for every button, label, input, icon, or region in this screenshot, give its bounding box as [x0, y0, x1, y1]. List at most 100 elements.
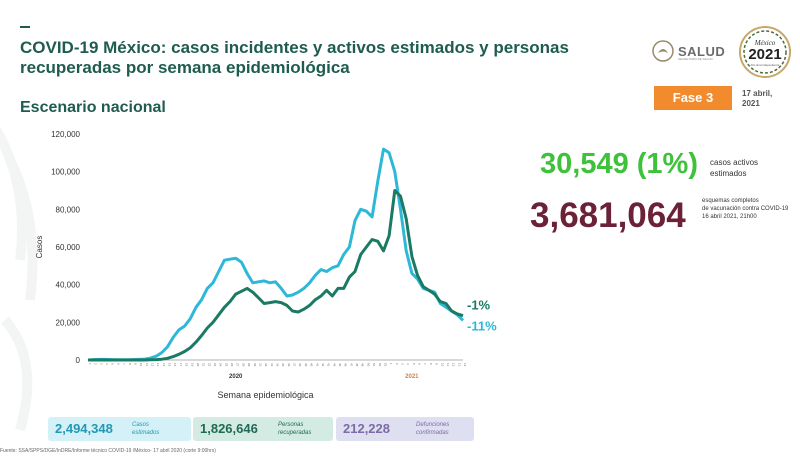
x-tick-label: 1: [389, 363, 393, 365]
x-tick-label: 24: [219, 363, 223, 367]
cases-line-chart: 0 20,000 40,000 60,000 80,000 100,000 120,000 C…: [35, 130, 497, 400]
x-tick-label: 4: [105, 363, 109, 365]
deaths-label: Defunciones confirmadas: [416, 421, 449, 437]
y-tick-label: 80,000: [56, 205, 81, 214]
y-axis-label: Casos: [35, 236, 44, 259]
estimated-cases-label-line: Casos: [132, 422, 150, 428]
x-tick-label: 1: [88, 363, 92, 365]
active-cases-label: casos activos estimados: [710, 157, 770, 179]
x-tick-label: 14: [162, 363, 166, 367]
recovered-label-line: Personas: [278, 422, 304, 428]
x-tick-label: 23: [213, 363, 217, 367]
y-tick-label: 0: [76, 356, 81, 365]
x-tick-label: 5: [111, 363, 115, 365]
salud-logo-subtext: SECRETARÍA DE SALUD: [678, 57, 713, 61]
x-tick-label: 2: [395, 363, 399, 365]
page-title: COVID-19 México: casos incidentes y acti…: [20, 38, 569, 77]
x-tick-label: 11: [145, 363, 149, 366]
x-tick-label: 7: [122, 363, 126, 365]
x-tick-label: 35: [281, 363, 285, 367]
vaccination-label-line: de vacunación contra COVID-19: [702, 206, 789, 212]
recovered-box: 1,826,646 Personas recuperadas: [193, 417, 333, 441]
mexico-2021-logo: México 2021 Año de la Independencia: [739, 26, 791, 78]
x-tick-label: 33: [270, 363, 274, 367]
x-tick-label: 3: [99, 363, 103, 365]
x-tick-label: 26: [230, 363, 234, 367]
recovered-label-line: recuperadas: [278, 430, 312, 436]
y-tick-label: 20,000: [56, 318, 81, 327]
x-tick-label: 4: [406, 363, 410, 365]
x-tick-label: 8: [128, 363, 132, 365]
x-tick-label: 21: [202, 363, 206, 367]
x-tick-label: 9: [435, 363, 439, 365]
x-tick-label: 10: [440, 363, 444, 367]
x-tick-label: 20: [196, 363, 200, 367]
x-tick-label: 2: [94, 363, 98, 365]
report-date-line: 2021: [742, 99, 760, 108]
x-tick-label: 10: [139, 363, 143, 367]
x-tick-label: 14: [463, 363, 467, 367]
estimated-cases-value: 2,494,348: [55, 421, 113, 436]
series-line-estimated: [87, 147, 465, 362]
x-tick-label: 48: [355, 363, 359, 367]
x-tick-label: 19: [190, 363, 194, 367]
page-subtitle: Escenario nacional: [20, 99, 166, 116]
x-tick-label: 50: [366, 363, 370, 367]
x-tick-label: 29: [247, 363, 251, 367]
active-cases-label-line: estimados: [710, 169, 747, 178]
series-line-recovered: [88, 189, 464, 362]
source-footnote: Fuente: SSA/SPPS/DGE/InDRE/Informe técni…: [0, 448, 216, 454]
x-tick-label: 28: [241, 363, 245, 367]
mexico-logo-text: México: [754, 39, 776, 47]
x-tick-label: 40: [310, 363, 314, 367]
x-tick-label: 13: [457, 363, 461, 367]
x-tick-label: 27: [236, 363, 240, 367]
x-tick-label: 32: [264, 363, 268, 367]
x-tick-label: 52: [378, 363, 382, 367]
vaccination-label: esquemas completos de vacunación contra …: [702, 197, 797, 221]
x-tick-label: 22: [207, 363, 211, 367]
year-label: 2021: [405, 374, 419, 380]
x-axis-label: Semana epidemiológica: [217, 390, 313, 400]
x-tick-label: 12: [452, 363, 456, 367]
mexico-logo-year: 2021: [748, 46, 781, 63]
vaccination-value: 3,681,064: [530, 196, 686, 235]
active-cases-label-line: casos activos: [710, 158, 759, 167]
x-tick-label: 6: [418, 363, 422, 365]
y-tick-label: 100,000: [51, 168, 80, 177]
x-tick-label: 46: [344, 363, 348, 367]
deaths-label-line: confirmadas: [416, 430, 449, 436]
x-tick-label: 37: [293, 363, 297, 367]
x-tick-label: 3: [401, 363, 405, 365]
report-date-line: 17 abril,: [742, 89, 773, 98]
x-tick-label: 41: [315, 363, 319, 367]
x-tick-label: 45: [338, 363, 342, 367]
series-end-label: -11%: [467, 318, 497, 333]
x-tick-label: 42: [321, 363, 325, 367]
x-tick-label: 30: [253, 363, 257, 367]
x-tick-label: 53: [383, 363, 387, 367]
x-tick-label: 8: [429, 363, 433, 365]
salud-logo: SALUD SECRETARÍA DE SALUD: [652, 40, 725, 62]
deaths-value: 212,228: [343, 421, 390, 436]
vaccination-label-line: esquemas completos: [702, 198, 759, 204]
series-end-label: -1%: [467, 298, 491, 313]
phase-badge: Fase 3: [654, 86, 732, 110]
x-tick-label: 17: [179, 363, 183, 367]
x-tick-label: 12: [151, 363, 155, 367]
x-tick-label: 38: [298, 363, 302, 367]
vaccination-label-line: 16 abril 2021, 21h00: [702, 214, 757, 220]
x-tick-label: 49: [361, 363, 365, 367]
x-tick-label: 39: [304, 363, 308, 367]
x-tick-label: 34: [276, 363, 280, 367]
x-tick-label: 18: [185, 363, 189, 367]
x-tick-label: 25: [224, 363, 228, 367]
x-tick-label: 16: [173, 363, 177, 367]
x-tick-label: 9: [133, 363, 137, 365]
deaths-box: 212,228 Defunciones confirmadas: [336, 417, 474, 441]
year-label: 2020: [229, 374, 243, 380]
x-tick-label: 43: [327, 363, 331, 367]
x-tick-label: 13: [156, 363, 160, 367]
x-tick-label: 5: [412, 363, 416, 365]
y-tick-label: 40,000: [56, 281, 81, 290]
